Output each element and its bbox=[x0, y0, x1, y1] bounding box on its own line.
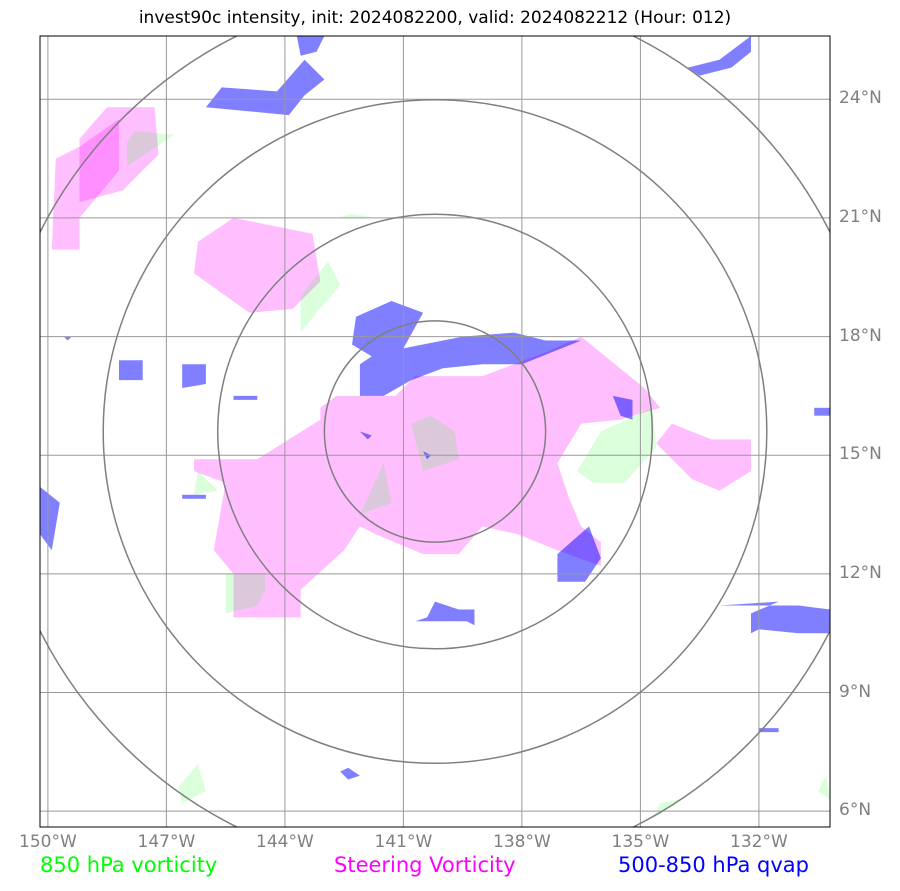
x-tick-label: 144°W bbox=[256, 832, 314, 852]
x-tick-label: 138°W bbox=[493, 832, 551, 852]
gridlines bbox=[40, 36, 830, 827]
vorticity-850-area bbox=[577, 407, 657, 483]
range-rings bbox=[40, 36, 830, 827]
vorticity-850-area bbox=[126, 130, 175, 167]
steering-vorticity-area bbox=[194, 217, 321, 313]
qvap-area bbox=[352, 301, 582, 396]
qvap-layer bbox=[40, 36, 830, 780]
qvap-area bbox=[63, 336, 72, 341]
x-tick-label: 147°W bbox=[137, 832, 196, 852]
qvap-area bbox=[557, 526, 601, 582]
vorticity-850-area bbox=[178, 763, 206, 804]
vorticity-850-area bbox=[336, 214, 376, 218]
qvap-area bbox=[612, 395, 633, 420]
qvap-area bbox=[719, 601, 830, 634]
plot-frame bbox=[39, 35, 831, 828]
x-tick-label: 141°W bbox=[374, 832, 433, 852]
x-tick-label: 132°W bbox=[730, 832, 788, 852]
qvap-area bbox=[205, 59, 325, 116]
qvap-area bbox=[40, 486, 60, 551]
qvap-area bbox=[182, 364, 206, 388]
qvap-area bbox=[814, 407, 830, 416]
legend-qvap: 500-850 hPa qvap bbox=[618, 853, 809, 877]
qvap-area bbox=[233, 395, 258, 400]
y-tick-label: 24°N bbox=[839, 88, 882, 109]
qvap-area bbox=[340, 767, 360, 780]
steering-vorticity-area bbox=[79, 107, 159, 203]
steering-vorticity-area bbox=[656, 423, 751, 491]
legend-850-vorticity: 850 hPa vorticity bbox=[40, 853, 218, 877]
x-tick-label: 150°W bbox=[19, 832, 77, 852]
x-tick-label: 135°W bbox=[611, 832, 670, 852]
legend-steering-vorticity: Steering Vorticity bbox=[334, 853, 516, 877]
vorticity-850-area bbox=[411, 415, 459, 472]
vorticity-850-area bbox=[300, 261, 341, 333]
qvap-area bbox=[119, 360, 143, 381]
chart-title: invest90c intensity, init: 2024082200, v… bbox=[138, 8, 732, 28]
y-tick-label: 12°N bbox=[839, 562, 882, 583]
vorticity-850-area bbox=[818, 775, 830, 800]
y-tick-label: 18°N bbox=[839, 325, 882, 346]
range-ring bbox=[216, 213, 654, 650]
vorticity-850-area bbox=[225, 573, 266, 614]
range-ring bbox=[102, 98, 768, 765]
qvap-area bbox=[359, 431, 372, 440]
vorticity-850-area bbox=[194, 471, 218, 495]
qvap-area bbox=[182, 494, 206, 499]
qvap-area bbox=[296, 36, 325, 56]
vorticity-850-layer bbox=[126, 130, 830, 820]
qvap-area bbox=[415, 601, 475, 626]
y-tick-label: 15°N bbox=[839, 444, 882, 465]
y-tick-label: 21°N bbox=[839, 206, 882, 227]
vorticity-850-area bbox=[359, 463, 392, 515]
range-ring bbox=[323, 320, 547, 543]
qvap-area bbox=[758, 728, 779, 733]
steering-vorticity-area bbox=[51, 119, 119, 250]
y-tick-label: 6°N bbox=[839, 800, 872, 821]
y-tick-label: 9°N bbox=[839, 681, 872, 702]
qvap-area bbox=[687, 36, 751, 76]
